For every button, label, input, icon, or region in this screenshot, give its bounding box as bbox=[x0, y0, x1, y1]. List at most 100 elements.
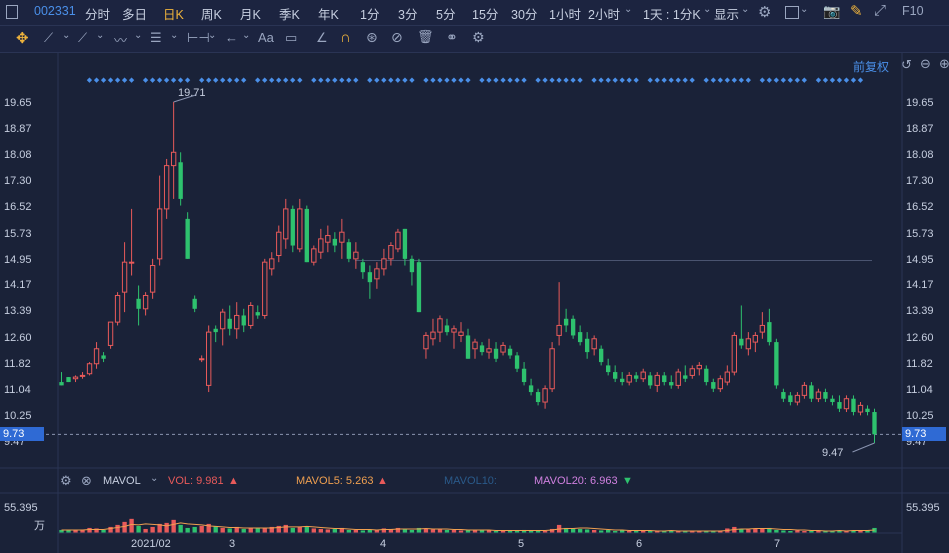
volume-bar bbox=[388, 528, 394, 533]
text-tool-icon[interactable]: Aa bbox=[258, 30, 274, 45]
display-menu[interactable]: 显示 bbox=[714, 8, 740, 22]
price-tick-left: 12.60 bbox=[4, 331, 32, 344]
tab-daily-k[interactable]: 日K bbox=[163, 8, 184, 22]
volume-bar bbox=[108, 526, 113, 533]
stock-code[interactable]: 002331 bbox=[34, 4, 76, 18]
f10-button[interactable]: F10 bbox=[902, 4, 924, 18]
event-marker-icon: ◆ bbox=[507, 76, 513, 84]
event-marker-icon: ◆ bbox=[115, 76, 121, 84]
undo-icon[interactable]: ↺ bbox=[901, 57, 912, 72]
chevron-down-icon[interactable]: ⌄ bbox=[208, 30, 217, 41]
candle-body-up bbox=[759, 324, 766, 333]
gear-icon[interactable]: ⚙ bbox=[472, 29, 485, 45]
close-icon[interactable]: ⊗ bbox=[81, 473, 92, 488]
wave-tool-icon[interactable]: 〰 bbox=[114, 33, 128, 48]
chevron-down-icon[interactable]: ⌄ bbox=[242, 30, 251, 41]
move-icon[interactable]: ✥ bbox=[16, 30, 29, 47]
tab-weekly-k[interactable]: 周K bbox=[201, 8, 222, 22]
candle-body-up bbox=[430, 331, 436, 340]
candle-body-down bbox=[444, 325, 450, 333]
price-adjust-toggle[interactable]: 前复权 bbox=[853, 60, 890, 74]
candle-body-down bbox=[304, 208, 309, 263]
candle-body-up bbox=[815, 391, 822, 400]
tab-2hour[interactable]: 2小时 bbox=[588, 8, 620, 22]
pencil-icon[interactable]: ✎ bbox=[850, 3, 863, 20]
tab-30min[interactable]: 30分 bbox=[511, 8, 538, 22]
layout-box-icon[interactable] bbox=[785, 6, 799, 19]
chevron-down-icon[interactable]: ⌄ bbox=[62, 30, 71, 41]
tab-yearly-k[interactable]: 年K bbox=[318, 8, 339, 22]
volume-bar bbox=[732, 526, 737, 533]
tab-1hour[interactable]: 1小时 bbox=[549, 8, 581, 22]
volume-bar bbox=[332, 528, 338, 533]
period-select[interactable]: 1天 : 1分K bbox=[643, 8, 701, 22]
tab-duori[interactable]: 多日 bbox=[122, 8, 148, 22]
magnet-icon[interactable]: ∩ bbox=[340, 29, 351, 46]
range-tool-icon[interactable]: ⊢⊣ bbox=[187, 30, 210, 45]
event-marker-icon: ◆ bbox=[87, 76, 93, 84]
volume-bar bbox=[627, 530, 632, 533]
chevron-down-icon[interactable]: ⌄ bbox=[170, 30, 179, 41]
tab-3min[interactable]: 3分 bbox=[398, 8, 418, 22]
indicator-name[interactable]: MAVOL bbox=[103, 475, 141, 487]
candle-body-up bbox=[675, 371, 681, 386]
event-marker-icon: ◆ bbox=[549, 76, 555, 84]
volume-bar bbox=[262, 527, 267, 533]
candle-body-down bbox=[178, 162, 183, 199]
camera-icon[interactable]: 📷 bbox=[823, 3, 841, 19]
hide-icon[interactable]: ⊘ bbox=[391, 29, 403, 45]
link-icon[interactable]: ⚭ bbox=[446, 29, 458, 45]
mavol5-value: MAVOL5: 5.263 bbox=[296, 475, 374, 487]
tab-quarterly-k[interactable]: 季K bbox=[279, 8, 300, 22]
ruler-icon[interactable]: ∠ bbox=[316, 30, 328, 45]
chevron-down-icon[interactable]: ⌄ bbox=[134, 30, 143, 41]
event-marker-icon: ◆ bbox=[633, 76, 639, 84]
event-marker-icon: ◆ bbox=[122, 76, 128, 84]
volume-bar bbox=[192, 526, 197, 533]
volume-bar bbox=[535, 530, 541, 533]
volume-bar bbox=[549, 528, 555, 533]
tab-monthly-k[interactable]: 月K bbox=[240, 8, 261, 22]
candle-body-down bbox=[332, 238, 338, 246]
line-tool-icon[interactable]: ⟋ bbox=[44, 30, 54, 45]
volume-bar bbox=[739, 528, 744, 533]
zoom-in-icon[interactable]: ⊕ bbox=[939, 56, 949, 71]
candle-body-down bbox=[367, 272, 373, 283]
event-marker-icon: ◆ bbox=[444, 76, 450, 84]
candle-body-down bbox=[662, 375, 667, 383]
event-marker-icon: ◆ bbox=[346, 76, 352, 84]
fib-tool-icon[interactable]: ☰ bbox=[150, 30, 162, 45]
gear-icon[interactable]: ⚙ bbox=[60, 473, 72, 488]
comment-icon[interactable]: ▭ bbox=[285, 30, 298, 45]
event-marker-icon: ◆ bbox=[542, 76, 548, 84]
tab-fenshi[interactable]: 分时 bbox=[85, 8, 111, 22]
chevron-down-icon[interactable]: ⌄ bbox=[624, 4, 633, 15]
event-marker-icon: ◆ bbox=[760, 76, 766, 84]
chevron-down-icon[interactable]: ⌄ bbox=[96, 30, 105, 41]
event-marker-icon: ◆ bbox=[823, 76, 829, 84]
volume-bar bbox=[416, 527, 422, 533]
candle-body-up bbox=[325, 235, 331, 243]
chevron-down-icon[interactable]: ⌄ bbox=[150, 473, 159, 484]
gear-icon[interactable]: ⚙ bbox=[758, 4, 772, 21]
lock-icon[interactable]: ⊛ bbox=[366, 29, 378, 45]
chevron-down-icon[interactable]: ⌄ bbox=[703, 4, 712, 15]
chevron-down-icon[interactable]: ⌄ bbox=[741, 4, 750, 15]
tab-15min[interactable]: 15分 bbox=[472, 8, 499, 22]
channel-tool-icon[interactable]: ⟋ bbox=[78, 30, 88, 45]
candle-body-up bbox=[640, 371, 646, 380]
tab-5min[interactable]: 5分 bbox=[436, 8, 456, 22]
event-marker-icon: ◆ bbox=[262, 76, 268, 84]
tab-1min[interactable]: 1分 bbox=[360, 8, 380, 22]
event-marker-icon: ◆ bbox=[732, 76, 738, 84]
sidebar-toggle-icon[interactable] bbox=[6, 5, 18, 19]
trash-icon[interactable]: 🗑 bbox=[417, 29, 434, 44]
zoom-out-icon[interactable]: ⊖ bbox=[920, 56, 931, 71]
candle-body-up bbox=[486, 348, 492, 353]
chevron-down-icon[interactable]: ⌄ bbox=[800, 4, 809, 15]
top-period-bar: 002331 分时 多日 日K 周K 月K 季K 年K 1分 3分 5分 15分… bbox=[0, 0, 949, 26]
candle-body-up bbox=[262, 261, 268, 316]
volume-bar bbox=[760, 528, 765, 533]
arrow-tool-icon[interactable]: ← bbox=[225, 30, 238, 45]
fullscreen-icon[interactable]: ⤢ bbox=[874, 2, 887, 19]
